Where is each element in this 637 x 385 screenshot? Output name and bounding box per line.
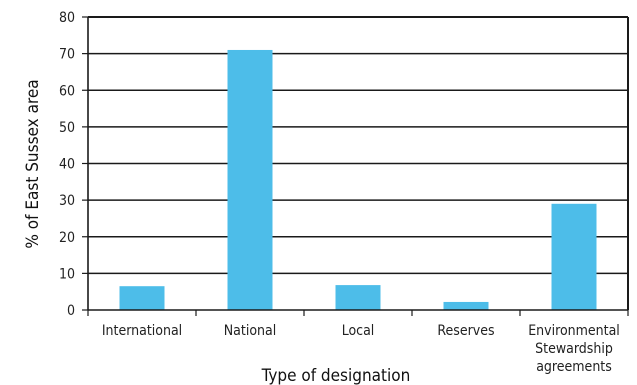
x-axis-title: Type of designation xyxy=(261,366,411,385)
y-tick-label: 40 xyxy=(59,157,75,173)
x-category-label: Reserves xyxy=(437,323,494,339)
y-tick-label: 30 xyxy=(59,193,75,209)
gridlines xyxy=(88,16,628,275)
y-tick-label: 70 xyxy=(59,47,75,63)
bar xyxy=(551,203,597,310)
y-axis-title: % of East Sussex area xyxy=(23,79,43,248)
x-category-label: National xyxy=(224,323,276,339)
bars xyxy=(119,49,597,311)
bar xyxy=(443,301,489,310)
bar xyxy=(227,49,273,311)
y-tick-labels: 0 10 20 30 40 50 60 70 80 xyxy=(59,10,75,319)
x-category-label: Local xyxy=(342,323,375,339)
y-tick-label: 10 xyxy=(59,266,75,282)
x-category-labels: International National Local Reserves Enviro… xyxy=(102,323,620,375)
bar xyxy=(119,286,165,310)
y-tick-label: 0 xyxy=(67,303,75,319)
x-category-label: Environmental Stewardship agreements xyxy=(528,323,620,375)
axes xyxy=(82,16,629,316)
y-tick-label: 80 xyxy=(59,10,75,26)
y-tick-label: 60 xyxy=(59,83,75,99)
bar xyxy=(335,285,381,310)
y-tick-label: 20 xyxy=(59,230,75,246)
y-tick-label: 50 xyxy=(59,120,75,136)
x-category-label: International xyxy=(102,323,182,339)
